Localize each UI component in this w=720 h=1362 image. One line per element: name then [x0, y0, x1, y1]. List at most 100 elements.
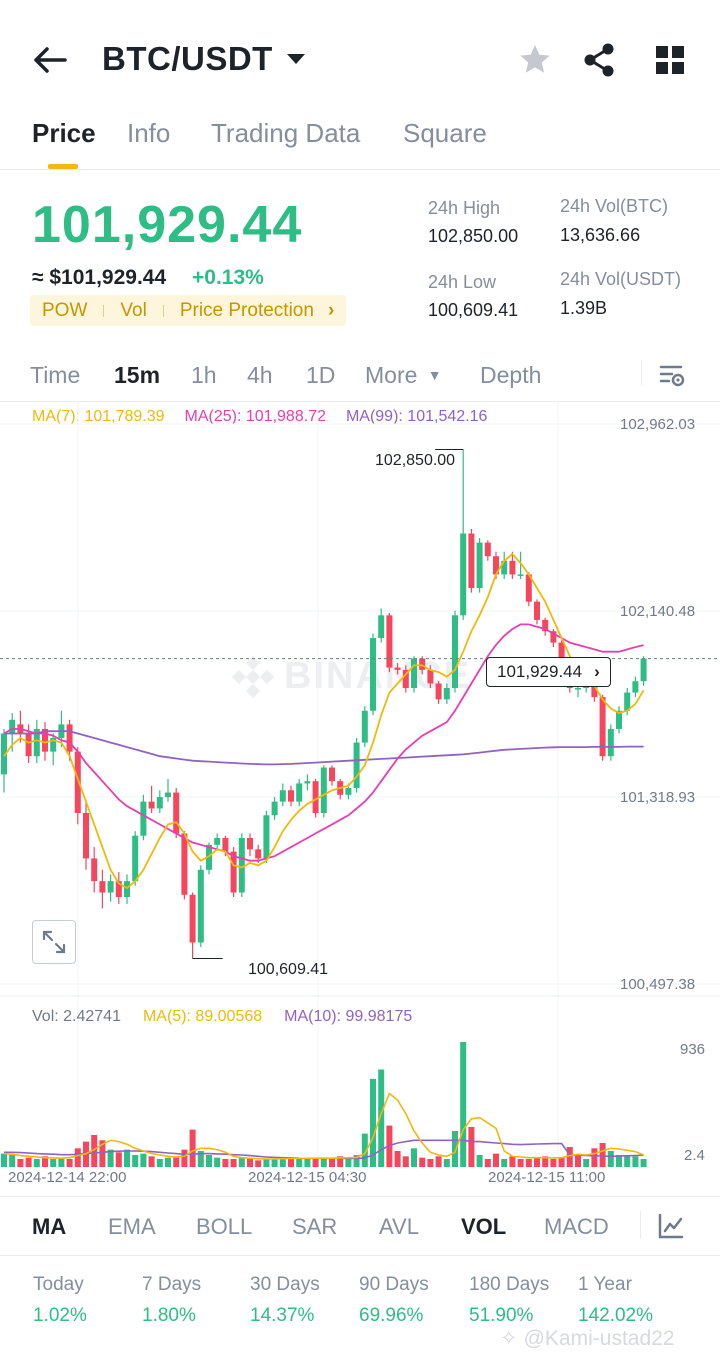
candle-body	[124, 881, 130, 898]
tab-bar: Price Info Trading Data Square	[0, 112, 720, 170]
ma25-legend: MA(25): 101,988.72	[184, 408, 326, 425]
share-icon[interactable]	[580, 40, 620, 80]
credit-text: @Kami-ustad22	[523, 1326, 675, 1350]
tag-divider	[103, 304, 105, 317]
perf-label-1y: 1 Year	[578, 1274, 632, 1295]
candle-body	[296, 783, 303, 802]
perf-label-30d: 30 Days	[250, 1274, 320, 1295]
candle-body	[345, 788, 352, 795]
tab-square[interactable]: Square	[403, 118, 487, 148]
volume-bar	[304, 1158, 311, 1167]
volume-bar	[345, 1158, 352, 1167]
ma7-legend: MA(7): 101,789.39	[32, 408, 165, 425]
candle-body	[189, 894, 196, 943]
candle-body	[411, 658, 417, 689]
timeframe-15m[interactable]: 15m	[114, 362, 161, 388]
indicator-boll[interactable]: BOLL	[196, 1214, 253, 1239]
candle-body	[575, 688, 581, 690]
tag-pow[interactable]: POW	[42, 299, 88, 321]
volume-bar	[501, 1158, 508, 1167]
current-price-tag[interactable]: 101,929.44 ›	[486, 657, 611, 687]
volume-tick-label: 2.4	[684, 1147, 705, 1164]
stat-24h-low-label: 24h Low	[428, 272, 497, 292]
candle-body	[550, 631, 557, 643]
timeframe-4h[interactable]: 4h	[247, 362, 273, 388]
indicator-vol[interactable]: VOL	[461, 1214, 507, 1239]
volume-bar	[411, 1148, 417, 1167]
volume-bar	[591, 1148, 598, 1167]
candle-body	[132, 835, 139, 882]
volume-bar	[66, 1158, 73, 1167]
candle-body	[222, 837, 229, 852]
indicator-sar[interactable]: SAR	[292, 1214, 338, 1239]
indicator-macd[interactable]: MACD	[544, 1214, 609, 1239]
tag-price-protection[interactable]: Price Protection	[179, 299, 314, 321]
candle-body	[288, 790, 294, 802]
chart-settings-icon[interactable]	[657, 360, 687, 390]
volume-bar	[91, 1134, 98, 1167]
volume-bar	[271, 1158, 278, 1167]
candle-body	[616, 710, 622, 729]
candle-body	[9, 719, 16, 734]
volume-bar	[99, 1140, 106, 1167]
volume-bar	[476, 1154, 483, 1167]
perf-value-1y: 142.02%	[578, 1305, 654, 1326]
candle-body	[99, 881, 106, 893]
high-marker-label: 102,850.00	[375, 452, 456, 469]
candle-body	[173, 792, 180, 834]
timeframe-1h[interactable]: 1h	[191, 362, 217, 388]
candle-body	[33, 728, 40, 757]
volume-bars	[1, 1042, 647, 1167]
volume-bar	[443, 1158, 450, 1167]
candle-body	[156, 797, 163, 809]
grid-icon[interactable]	[650, 40, 690, 80]
perf-label-180d: 180 Days	[469, 1274, 550, 1295]
perf-value-7d: 1.80%	[142, 1305, 196, 1326]
stat-24h-high-value: 102,850.00	[428, 226, 519, 246]
credit-watermark: ✧ @Kami-ustad22	[500, 1326, 675, 1351]
volume-bar	[156, 1158, 163, 1167]
volume-ma5-line	[3, 1092, 644, 1160]
candle-body	[607, 728, 614, 757]
indicator-ma[interactable]: MA	[32, 1214, 67, 1239]
volume-bar	[566, 1146, 573, 1167]
star-icon[interactable]	[515, 40, 555, 80]
tag-divider	[162, 304, 164, 317]
timeframe-depth[interactable]: Depth	[480, 362, 542, 388]
indicator-divider	[640, 1211, 641, 1239]
perf-value-180d: 51.90%	[469, 1305, 534, 1326]
volume-bar	[452, 1130, 458, 1167]
candle-body	[378, 615, 385, 639]
timeframe-time[interactable]: Time	[30, 362, 81, 388]
candle-body	[107, 881, 114, 893]
volume-bar	[468, 1126, 475, 1167]
candle-body	[148, 801, 155, 809]
arrow-left-icon[interactable]	[28, 38, 72, 82]
tag-row[interactable]: POW Vol Price Protection ›	[30, 295, 347, 326]
volume-bar	[296, 1158, 303, 1167]
fullscreen-button[interactable]	[32, 920, 76, 964]
indicator-avl[interactable]: AVL	[379, 1214, 419, 1239]
candle-body	[599, 697, 606, 757]
chart-grid	[0, 402, 720, 1172]
candle-body	[517, 574, 524, 576]
candle-body	[427, 669, 434, 684]
volume-bar	[460, 1042, 467, 1167]
volume-bar	[312, 1157, 319, 1167]
tag-vol[interactable]: Vol	[120, 299, 147, 321]
timeframe-more[interactable]: More ▼	[365, 362, 442, 389]
tab-price[interactable]: Price	[32, 118, 96, 148]
tab-trading-data[interactable]: Trading Data	[211, 118, 361, 148]
stat-24h-high-label: 24h High	[428, 198, 501, 218]
volume-bar	[263, 1158, 270, 1167]
tab-info[interactable]: Info	[127, 118, 171, 148]
pair-selector[interactable]: BTC/USDT	[102, 40, 305, 78]
indicator-settings-icon[interactable]	[656, 1211, 686, 1241]
candle-body	[25, 733, 32, 757]
volume-legend: Vol: 2.42741 MA(5): 89.00568 MA(10): 99.…	[32, 1008, 412, 1026]
candle-body	[435, 683, 442, 700]
indicator-ema[interactable]: EMA	[108, 1214, 156, 1239]
timeframe-1d[interactable]: 1D	[306, 362, 336, 388]
volume-bar	[140, 1153, 147, 1167]
candlestick-chart[interactable]	[0, 402, 720, 1192]
